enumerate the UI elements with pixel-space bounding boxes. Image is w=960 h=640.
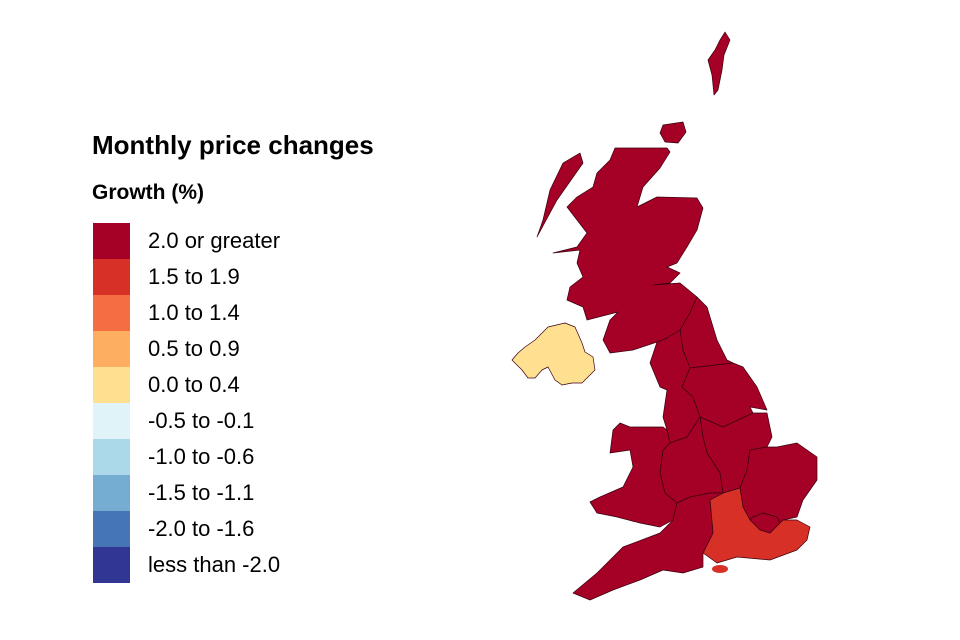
legend-swatch: [93, 547, 130, 583]
region-yorkshire-and-the-humber[interactable]: [681, 362, 768, 428]
legend-swatch: [93, 511, 130, 547]
legend-swatch: [93, 223, 130, 259]
legend-swatch: [93, 439, 130, 475]
legend-label: 0.0 to 0.4: [148, 372, 240, 397]
legend-label: 1.5 to 1.9: [148, 264, 240, 289]
legend-subtitle: Growth (%): [92, 181, 204, 204]
legend-swatch: [93, 259, 130, 295]
legend-label: -2.0 to -1.6: [148, 516, 255, 541]
legend-label: -1.5 to -1.1: [148, 480, 255, 505]
region-wales[interactable]: [589, 422, 678, 528]
legend-label: 0.5 to 0.9: [148, 336, 240, 361]
legend-swatch: [93, 403, 130, 439]
region-east-of-england[interactable]: [739, 442, 818, 524]
legend-swatch: [93, 295, 130, 331]
legend-swatch: [93, 367, 130, 403]
legend-label: 2.0 or greater: [148, 228, 281, 253]
legend-label: -0.5 to -0.1: [148, 408, 255, 433]
legend-swatch: [93, 331, 130, 367]
region-scotland[interactable]: [536, 31, 731, 354]
region-northern-ireland[interactable]: [511, 322, 596, 386]
legend-label: 1.0 to 1.4: [148, 300, 240, 325]
region-south-west[interactable]: [572, 492, 724, 601]
legend-label: -1.0 to -0.6: [148, 444, 255, 469]
map-title: Monthly price changes: [92, 130, 374, 160]
legend-label: less than -2.0: [148, 552, 281, 577]
legend-swatch: [93, 475, 130, 511]
